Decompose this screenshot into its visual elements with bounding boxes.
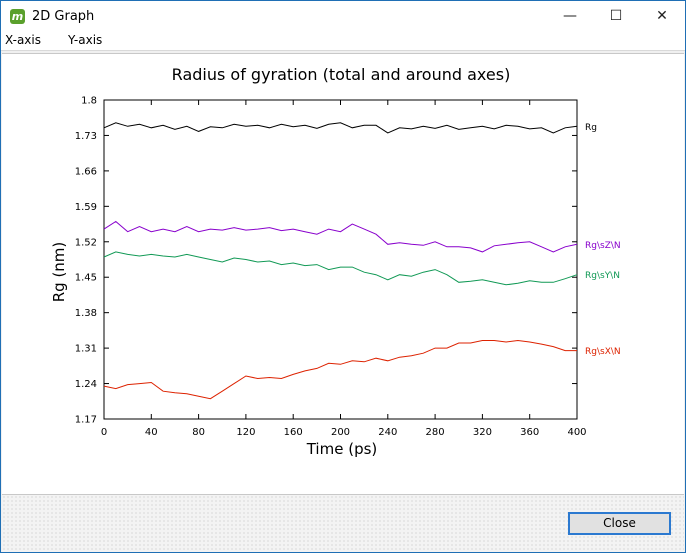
x-tick-label: 40: [145, 427, 158, 438]
x-tick-label: 0: [101, 427, 107, 438]
series-label-rgy: Rg\sY\N: [585, 271, 620, 281]
close-window-button[interactable]: ✕: [656, 8, 668, 24]
menu-x-axis[interactable]: X-axis: [5, 33, 41, 47]
menu-y-axis[interactable]: Y-axis: [68, 33, 103, 47]
y-tick-label: 1.31: [75, 344, 97, 355]
x-tick-label: 320: [473, 427, 492, 438]
y-tick-label: 1.8: [81, 96, 97, 107]
window-title: 2D Graph: [32, 9, 95, 24]
series-label-rgz: Rg\sZ\N: [585, 241, 621, 251]
x-axis-label: Time (ps): [306, 440, 378, 458]
x-tick-label: 280: [426, 427, 445, 438]
title-bar[interactable]: m 2D Graph — ☐ ✕: [1, 1, 685, 32]
button-panel: Close: [2, 495, 684, 552]
y-tick-label: 1.45: [75, 273, 97, 284]
series-label-rgx: Rg\sX\N: [585, 347, 621, 357]
close-button[interactable]: Close: [568, 512, 671, 535]
y-tick-label: 1.38: [75, 308, 97, 319]
x-tick-label: 120: [236, 427, 255, 438]
minimize-button[interactable]: —: [563, 8, 577, 24]
y-tick-label: 1.73: [75, 131, 97, 142]
chart-title: Radius of gyration (total and around axe…: [172, 65, 511, 84]
x-tick-label: 400: [567, 427, 586, 438]
y-axis-label: Rg (nm): [50, 242, 68, 303]
rg-chart: Radius of gyration (total and around axe…: [50, 65, 621, 458]
series-line-rgz: [103, 220, 578, 253]
series-line-rgy: [103, 251, 578, 286]
plot-frame: [103, 99, 578, 420]
x-tick-label: 160: [284, 427, 303, 438]
app-logo-icon: m: [10, 9, 25, 24]
y-tick-label: 1.24: [75, 379, 97, 390]
plot-area: Radius of gyration (total and around axe…: [2, 53, 684, 495]
series-label-rg: Rg: [585, 123, 597, 133]
x-tick-label: 200: [331, 427, 350, 438]
x-tick-label: 80: [192, 427, 205, 438]
series-line-rg: [103, 122, 578, 134]
y-tick-label: 1.52: [75, 237, 97, 248]
x-tick-label: 240: [378, 427, 397, 438]
x-tick-label: 360: [520, 427, 539, 438]
menu-bar: X-axis Y-axis: [1, 32, 685, 51]
y-tick-label: 1.59: [75, 202, 97, 213]
maximize-button[interactable]: ☐: [609, 8, 623, 24]
y-tick-label: 1.66: [75, 166, 97, 177]
series-line-rgx: [103, 339, 577, 400]
y-tick-label: 1.17: [75, 415, 97, 426]
